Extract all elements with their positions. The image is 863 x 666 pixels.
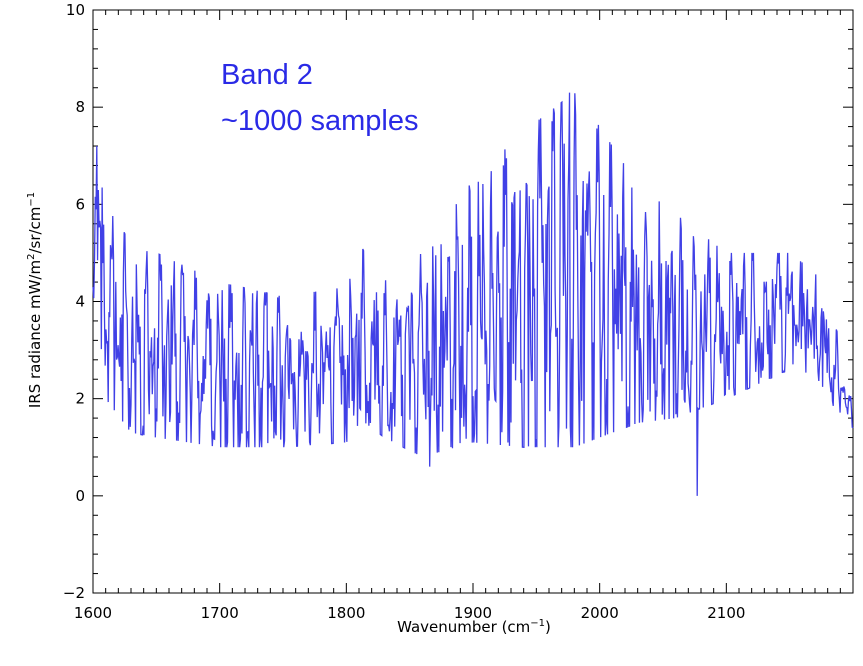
axis-ticks: [92, 9, 854, 594]
x-tick-label: 1600: [74, 604, 112, 622]
x-tick-label: 1700: [201, 604, 239, 622]
y-tick-label: −2: [63, 584, 85, 602]
radiance-series-line: [92, 92, 854, 496]
y-tick-label: 2: [75, 390, 85, 408]
x-tick-label: 1900: [454, 604, 492, 622]
y-tick-label: 10: [66, 1, 85, 19]
y-tick-label: 4: [75, 293, 85, 311]
y-tick-label: 8: [75, 98, 85, 116]
y-tick-label: 0: [75, 487, 85, 505]
x-tick-label: 2100: [707, 604, 745, 622]
x-axis-title: Wavenumber (cm−1): [397, 618, 551, 636]
annotation-band: Band 2: [221, 59, 313, 91]
x-tick-label: 2000: [581, 604, 619, 622]
series-layer: [92, 92, 854, 496]
y-axis-title: IRS radiance mW/m2/sr/cm−1: [26, 192, 44, 408]
annotation-samples: ~1000 samples: [221, 105, 419, 137]
tick-labels: 1600 1700 1800 1900 2000 2100 −2 0 2 4 6 8 10: [63, 1, 746, 622]
y-tick-label: 6: [75, 195, 85, 213]
x-tick-label: 1800: [327, 604, 365, 622]
